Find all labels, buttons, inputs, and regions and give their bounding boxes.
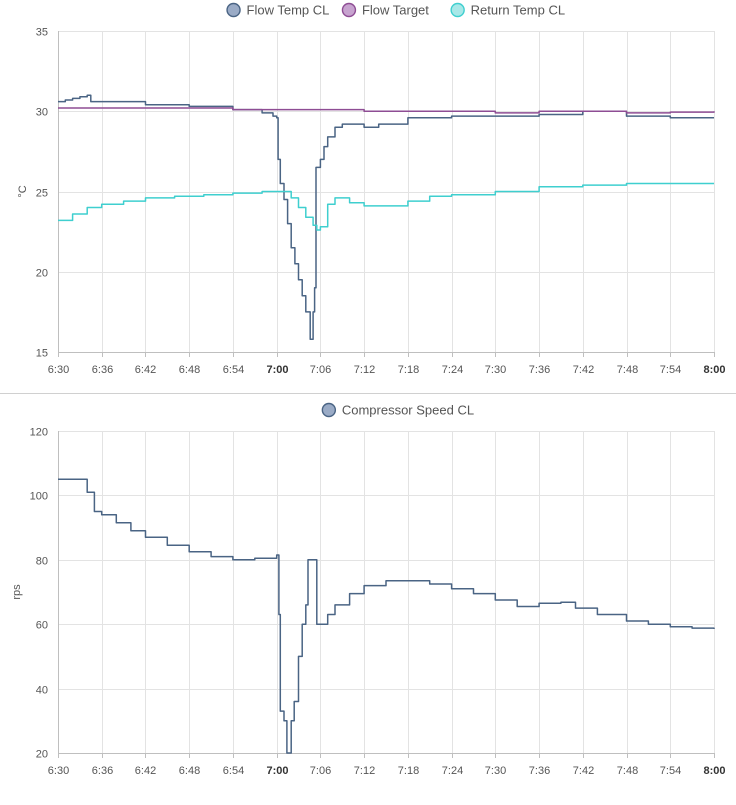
x-tick-label: 6:30 [48,765,69,777]
legend-marker-icon [226,2,241,18]
x-tick-label: 7:42 [573,364,594,376]
legend-label: Return Temp CL [471,3,565,18]
legend-label: Flow Temp CL [247,3,330,18]
x-tick-label: 7:36 [529,364,550,376]
x-tick-label: 8:00 [703,765,725,777]
x-tick-label: 7:30 [485,765,506,777]
y-tick-label: 35 [36,27,48,39]
legend: Compressor Speed CL [321,402,474,418]
x-tick-label: 8:00 [703,364,725,376]
x-tick-label: 6:54 [223,364,244,376]
y-axis-title: rps [11,584,23,600]
x-tick-label: 6:42 [135,765,156,777]
x-tick-label: 7:30 [485,364,506,376]
x-tick-label: 7:54 [660,364,681,376]
y-tick-label: 20 [36,268,48,280]
series-line-return-temp-cl [58,182,714,231]
x-tick-label: 7:42 [573,765,594,777]
legend-label: Compressor Speed CL [342,403,474,418]
x-tick-label: 7:24 [442,364,463,376]
x-tick-label: 6:36 [92,765,113,777]
x-tick-label: 7:48 [617,765,638,777]
legend: Flow Temp CL Flow Target Return Temp CL [226,2,565,18]
legend-marker-icon [341,2,357,18]
x-tick-label: 7:54 [660,765,681,777]
x-tick-label: 7:00 [266,765,288,777]
x-tick-label: 7:12 [354,364,375,376]
y-axis-title: °C [17,185,29,197]
legend-marker-icon [450,2,465,18]
legend-marker-icon [321,402,337,418]
legend-item[interactable]: Flow Temp CL [226,2,330,18]
y-tick-label: 20 [36,749,48,761]
y-tick-label: 80 [36,556,48,568]
x-tick-label: 6:42 [135,364,156,376]
x-tick-label: 6:54 [223,765,244,777]
x-tick-label: 7:18 [398,364,419,376]
y-tick-label: 120 [30,427,48,439]
x-tick-label: 6:48 [179,765,200,777]
series-line-compressor-speed-cl [58,478,715,754]
y-tick-label: 60 [36,620,48,632]
series-line-flow-temp-cl [58,94,714,340]
x-tick-label: 7:48 [617,364,638,376]
y-tick-label: 30 [36,107,48,119]
x-tick-label: 6:36 [92,364,113,376]
chart-panel-2: 20 40 60 80 100 120 6:30 6:36 6:42 6:48 6:54 7:00 7:… [11,403,726,778]
x-tick-label: 7:06 [310,765,331,777]
x-tick-label: 7:18 [398,765,419,777]
y-tick-label: 100 [30,491,48,503]
y-tick-label: 40 [36,685,48,697]
chart-panel-1: 15 20 25 30 35 6:30 6:36 6:42 6:48 6:54 7:00 7:06 7:… [17,3,726,377]
x-tick-label: 7:00 [266,364,288,376]
y-tick-label: 25 [36,188,48,200]
legend-item[interactable]: Return Temp CL [450,2,565,18]
x-tick-label: 6:48 [179,364,200,376]
legend-item[interactable]: Flow Target [341,2,429,18]
legend-item[interactable]: Compressor Speed CL [321,402,474,418]
series-line-flow-target [58,107,715,114]
x-tick-label: 7:06 [310,364,331,376]
x-tick-label: 6:30 [48,364,69,376]
y-tick-label: 15 [36,348,48,360]
x-tick-label: 7:24 [442,765,463,777]
legend-label: Flow Target [362,3,429,18]
x-tick-label: 7:12 [354,765,375,777]
x-tick-label: 7:36 [529,765,550,777]
